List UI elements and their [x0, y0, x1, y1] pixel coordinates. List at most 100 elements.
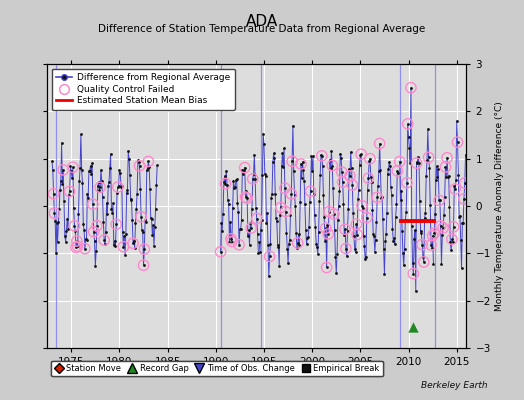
Point: [113, 190, 121, 196]
Point: [435, 197, 443, 204]
Point: [52, 220, 61, 226]
Point: [357, 151, 365, 157]
Point: [120, 233, 128, 239]
Point: [248, 176, 257, 182]
Point: [447, 247, 455, 254]
Point: [307, 188, 315, 194]
Point: [353, 231, 362, 238]
Point: [277, 204, 285, 211]
Point: [89, 201, 97, 208]
Point: [235, 242, 243, 248]
Point: [66, 188, 74, 194]
Point: [102, 228, 110, 235]
Point: [424, 154, 433, 160]
Point: [282, 230, 291, 236]
Point: [227, 236, 235, 242]
Point: [356, 152, 365, 159]
Point: [280, 145, 288, 151]
Point: [391, 214, 400, 220]
Point: [265, 272, 273, 279]
Point: [137, 214, 145, 220]
Point: [242, 194, 250, 200]
Point: [107, 206, 116, 212]
Point: [386, 163, 394, 169]
Point: [251, 176, 259, 183]
Point: [380, 271, 389, 277]
Point: [286, 212, 294, 218]
Point: [236, 226, 244, 232]
Point: [383, 210, 391, 216]
Point: [343, 253, 351, 260]
Point: [403, 180, 411, 186]
Point: [457, 265, 466, 271]
Point: [342, 245, 350, 252]
Point: [393, 168, 401, 174]
Point: [104, 183, 112, 189]
Point: [452, 177, 460, 183]
Point: [458, 220, 466, 227]
Point: [307, 153, 315, 159]
Point: [288, 158, 296, 164]
Point: [330, 211, 338, 217]
Point: [129, 240, 137, 246]
Point: [376, 166, 385, 173]
Point: [289, 168, 298, 174]
Point: [135, 163, 144, 169]
Point: [358, 202, 366, 209]
Point: [233, 176, 241, 183]
Point: [441, 164, 450, 170]
Point: [461, 180, 469, 186]
Point: [328, 162, 336, 169]
Point: [109, 200, 117, 206]
Point: [296, 199, 304, 205]
Point: [281, 185, 289, 191]
Point: [392, 201, 401, 208]
Point: [71, 228, 80, 234]
Point: [295, 242, 303, 248]
Point: [336, 151, 344, 157]
Point: [138, 227, 146, 233]
Point: [275, 263, 283, 270]
Point: [360, 243, 368, 249]
Point: [70, 223, 79, 229]
Point: [100, 237, 108, 243]
Point: [298, 158, 307, 165]
Point: [248, 206, 256, 212]
Point: [111, 238, 119, 244]
Point: [135, 163, 144, 169]
Point: [391, 241, 399, 247]
Point: [246, 219, 255, 226]
Point: [269, 159, 277, 166]
Point: [266, 253, 274, 260]
Point: [325, 208, 333, 215]
Point: [453, 118, 461, 124]
Point: [453, 139, 462, 145]
Point: [363, 214, 371, 221]
Point: [337, 169, 346, 175]
Point: [456, 212, 464, 219]
Legend: Station Move, Record Gap, Time of Obs. Change, Empirical Break: Station Move, Record Gap, Time of Obs. C…: [51, 361, 383, 376]
Point: [272, 214, 280, 221]
Point: [72, 244, 80, 251]
Point: [400, 246, 409, 252]
Point: [115, 166, 124, 173]
Point: [234, 209, 243, 216]
Point: [436, 223, 445, 229]
Point: [425, 164, 434, 171]
Point: [216, 248, 225, 255]
Point: [440, 212, 448, 219]
Point: [233, 200, 242, 206]
Point: [49, 190, 58, 197]
Point: [322, 225, 330, 231]
Point: [216, 248, 225, 255]
Point: [111, 243, 119, 249]
Point: [66, 163, 74, 170]
Point: [90, 237, 99, 244]
Point: [235, 242, 243, 248]
Point: [355, 187, 363, 194]
Point: [438, 232, 446, 238]
Point: [123, 190, 131, 196]
Point: [331, 254, 340, 260]
Point: [84, 195, 92, 201]
Point: [408, 260, 417, 266]
